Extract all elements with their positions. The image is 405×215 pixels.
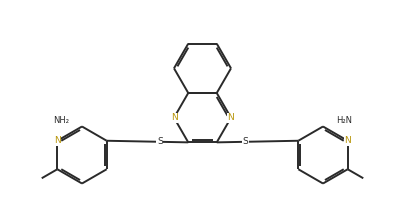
Text: S: S <box>157 137 163 146</box>
Text: H₂N: H₂N <box>336 116 352 125</box>
Text: N: N <box>54 136 61 145</box>
Text: N: N <box>171 113 177 122</box>
Text: NH₂: NH₂ <box>53 116 69 125</box>
Text: N: N <box>228 113 234 122</box>
Text: S: S <box>242 137 248 146</box>
Text: N: N <box>344 136 351 145</box>
